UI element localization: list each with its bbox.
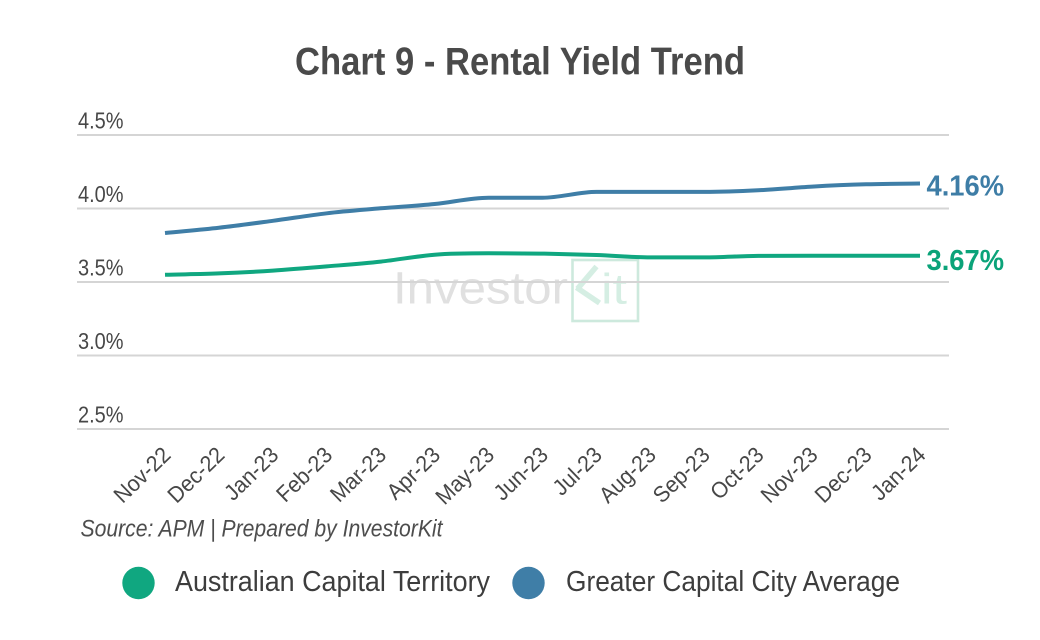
svg-text:3.0%: 3.0% xyxy=(78,328,124,354)
svg-text:4.0%: 4.0% xyxy=(78,181,124,207)
svg-text:Source: APM | Prepared by Inve: Source: APM | Prepared by InvestorKit xyxy=(81,517,444,543)
svg-text:Australian Capital Territory: Australian Capital Territory xyxy=(175,566,490,598)
svg-text:Chart 9 - Rental Yield Trend: Chart 9 - Rental Yield Trend xyxy=(295,41,745,84)
svg-text:Investor: Investor xyxy=(393,263,568,314)
svg-text:Greater Capital City Average: Greater Capital City Average xyxy=(566,566,900,598)
svg-text:4.16%: 4.16% xyxy=(927,171,1005,203)
svg-text:3.67%: 3.67% xyxy=(927,245,1005,277)
svg-text:4.5%: 4.5% xyxy=(78,108,124,134)
svg-text:3.5%: 3.5% xyxy=(78,255,124,281)
svg-text:2.5%: 2.5% xyxy=(78,402,124,428)
svg-text:it: it xyxy=(601,266,627,314)
